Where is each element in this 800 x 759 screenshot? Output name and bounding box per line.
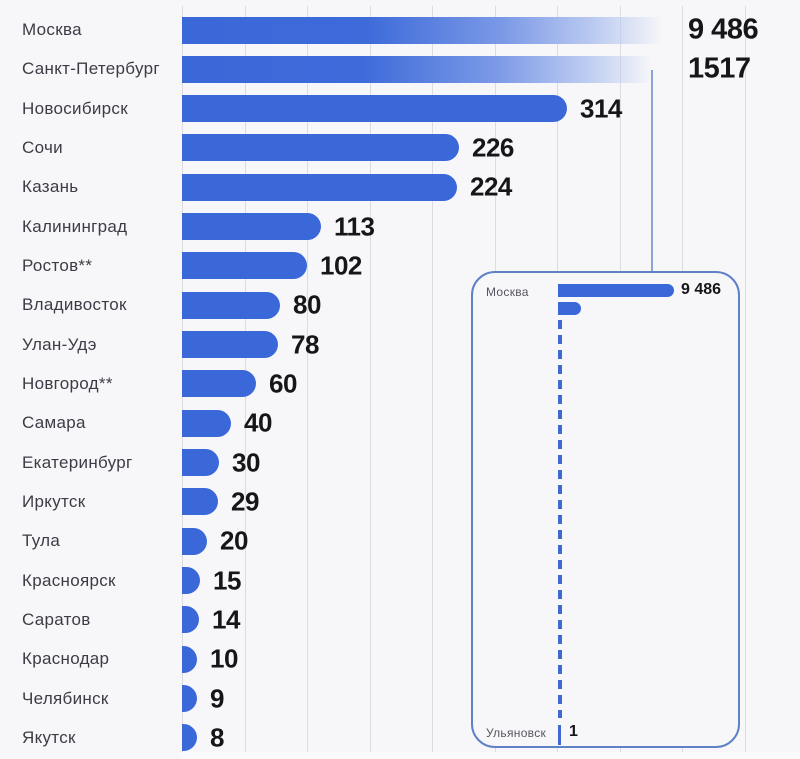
bar	[182, 449, 219, 477]
gridline	[369, 6, 371, 753]
value-label: 29	[231, 486, 259, 517]
bar	[182, 252, 307, 280]
value-label: 10	[210, 643, 238, 674]
bar-row: Екатеринбург 30	[0, 447, 800, 478]
bar-row: Самара 40	[0, 407, 800, 438]
value-label: 15	[213, 565, 241, 596]
bar	[182, 370, 256, 398]
category-label: Краснодар	[22, 649, 110, 669]
bar	[182, 488, 218, 516]
category-label: Красноярск	[22, 570, 116, 590]
gridline	[744, 6, 746, 753]
bar	[182, 55, 657, 83]
bar	[182, 606, 199, 634]
value-label: 314	[580, 93, 622, 124]
bar	[182, 173, 457, 201]
category-label: Ростов**	[22, 255, 93, 275]
category-label: Иркутск	[22, 491, 86, 511]
inset-second-bar	[558, 302, 581, 315]
bottom-edge-strip	[180, 752, 800, 759]
category-label: Новгород**	[22, 373, 113, 393]
category-label: Улан-Удэ	[22, 334, 97, 354]
category-label: Екатеринбург	[22, 452, 133, 472]
bar-row: Москва 9 486	[0, 13, 800, 46]
bar	[182, 567, 200, 595]
inset-dashed-axis	[558, 320, 562, 718]
category-label: Санкт-Петербург	[22, 59, 160, 79]
inset-true-scale-chart: Москва 9 486 Ульяновск 1	[471, 271, 740, 748]
category-label: Сочи	[22, 137, 63, 157]
inset-top-bar	[558, 284, 674, 297]
category-label: Саратов	[22, 609, 91, 629]
value-label: 102	[320, 250, 362, 281]
category-label: Москва	[22, 20, 82, 39]
bar	[182, 409, 231, 437]
value-label: 9	[210, 683, 224, 714]
inset-top-value-label: 9 486	[681, 281, 722, 298]
category-label: Казань	[22, 177, 79, 197]
bar-row: Челябинск 9	[0, 683, 800, 714]
category-label: Якутск	[22, 727, 76, 747]
category-label: Калининград	[22, 216, 128, 236]
value-label: 9 486	[688, 13, 759, 46]
value-label: 30	[232, 447, 260, 478]
category-label: Самара	[22, 413, 86, 433]
bar-row: Санкт-Петербург 1517	[0, 52, 800, 85]
category-label: Челябинск	[22, 688, 109, 708]
bar-row: Тула 20	[0, 525, 800, 556]
bar-row: Сочи 226	[0, 132, 800, 163]
value-label: 8	[210, 722, 224, 753]
category-label: Тула	[22, 531, 61, 551]
bar	[182, 645, 197, 673]
value-label: 113	[334, 211, 375, 242]
bar-row: Краснодар 10	[0, 643, 800, 674]
gridline	[307, 6, 308, 753]
gridline	[432, 6, 433, 753]
bar	[182, 16, 668, 44]
bar-row: Ростов** 102	[0, 250, 800, 281]
bar-row: Красноярск 15	[0, 565, 800, 596]
category-label: Новосибирск	[22, 98, 128, 118]
inset-bottom-value-label: 1	[569, 723, 578, 740]
value-label: 40	[244, 407, 272, 438]
bar-row: Саратов 14	[0, 604, 800, 635]
inset-bottom-axis-tick	[558, 725, 561, 745]
bar	[182, 291, 280, 319]
bar-row: Якутск 8	[0, 722, 800, 753]
value-label: 60	[269, 368, 297, 399]
bar-row: Новгород** 60	[0, 368, 800, 399]
bar	[182, 213, 321, 241]
value-label: 80	[293, 289, 321, 320]
inset-leader-line	[651, 70, 653, 272]
bar-row: Казань 224	[0, 171, 800, 202]
value-label: 1517	[688, 52, 751, 85]
bar-row: Калининград 113	[0, 211, 800, 242]
value-label: 224	[470, 171, 512, 202]
value-label: 14	[212, 604, 240, 635]
bar	[182, 134, 459, 162]
bar	[182, 685, 197, 713]
bar	[182, 95, 567, 123]
category-label: Владивосток	[22, 295, 127, 315]
bar-row: Владивосток 80	[0, 289, 800, 320]
inset-top-category-label: Москва	[486, 285, 529, 299]
bar	[182, 527, 207, 555]
bar-row: Иркутск 29	[0, 486, 800, 517]
bar	[182, 724, 197, 752]
value-label: 226	[472, 132, 514, 163]
value-label: 78	[291, 329, 319, 360]
bar-row: Новосибирск 314	[0, 93, 800, 124]
bar-row: Улан-Удэ 78	[0, 329, 800, 360]
value-label: 20	[220, 525, 248, 556]
bar	[182, 331, 278, 359]
inset-bottom-category-label: Ульяновск	[486, 726, 547, 740]
